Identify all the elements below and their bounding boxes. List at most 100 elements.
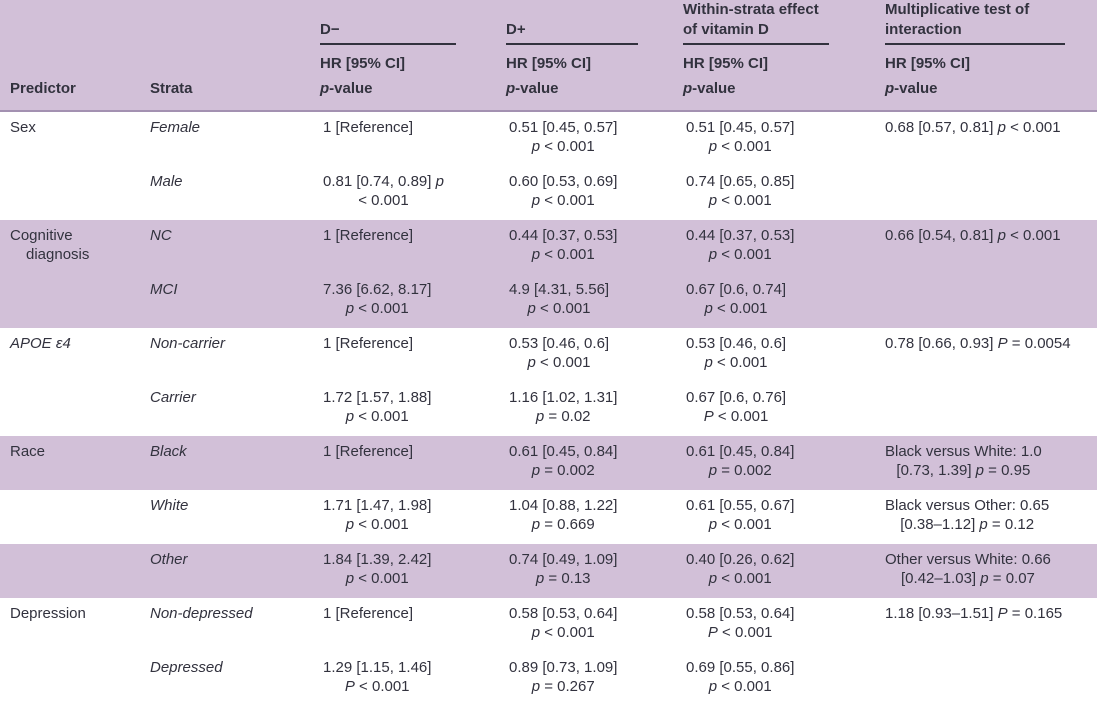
cell-d-plus: 0.61 [0.45, 0.84] p = 0.002	[509, 443, 618, 479]
header-sub-p-value: p-value	[320, 80, 373, 97]
header-group-within-strata: Within-strata effect of vitamin D HR [95…	[683, 0, 885, 111]
cell-interaction	[885, 382, 1097, 436]
cell-predictor: Depression	[10, 605, 86, 622]
cell-interaction: 1.18 [0.93–1.51] P = 0.165	[885, 605, 1063, 622]
header-group-label: D−	[320, 21, 340, 38]
cell-d-minus: 7.36 [6.62, 8.17] p < 0.001	[323, 281, 432, 317]
cell-predictor: APOE ε4	[10, 335, 71, 352]
header-strata: Strata	[150, 0, 320, 111]
header-group-label: Within-strata effect of vitamin D	[683, 1, 819, 38]
cell-d-minus: 1 [Reference]	[323, 227, 414, 244]
cell-strata: Other	[150, 551, 188, 568]
cell-d-plus: 0.51 [0.45, 0.57] p < 0.001	[509, 119, 618, 155]
header-group-d-plus: D+ HR [95% CI] p-value	[506, 0, 683, 111]
cell-strata: Depressed	[150, 659, 223, 676]
cell-within-strata: 0.61 [0.45, 0.84] p = 0.002	[686, 443, 795, 479]
header-predictor: Predictor	[0, 0, 150, 111]
header-group-label: Multiplicative test of interaction	[885, 1, 1030, 38]
cell-d-minus: 1 [Reference]	[323, 443, 414, 460]
header-sub-hr-ci: HR [95% CI]	[320, 55, 406, 72]
cell-interaction	[885, 166, 1097, 220]
table-row: APOE ε4 Non-carrier 1 [Reference] 0.53 […	[0, 328, 1097, 382]
header-rule	[320, 43, 456, 45]
cell-interaction: 0.66 [0.54, 0.81] p < 0.001	[885, 227, 1061, 244]
cell-predictor	[0, 544, 150, 598]
header-sub-p-value: p-value	[506, 80, 559, 97]
cell-d-plus: 0.74 [0.49, 1.09] p = 0.13	[509, 551, 618, 587]
table-row: Male 0.81 [0.74, 0.89] p < 0.001 0.60 [0.…	[0, 166, 1097, 220]
cell-predictor: Sex	[10, 119, 36, 136]
cell-d-plus: 0.44 [0.37, 0.53] p < 0.001	[509, 227, 618, 263]
cell-d-plus: 0.53 [0.46, 0.6] p < 0.001	[509, 335, 610, 371]
cell-d-minus: 1 [Reference]	[323, 119, 414, 136]
cell-within-strata: 0.67 [0.6, 0.76] P < 0.001	[686, 389, 787, 425]
cell-interaction: Other versus White: 0.66 [0.42–1.03] p = …	[885, 551, 1051, 587]
cell-d-plus: 0.60 [0.53, 0.69] p < 0.001	[509, 173, 618, 209]
header-sub-hr-ci: HR [95% CI]	[506, 55, 592, 72]
cell-interaction: Black versus White: 1.0 [0.73, 1.39] p = …	[885, 443, 1042, 479]
table-row: Depressed 1.29 [1.15, 1.46] P < 0.001 0.8…	[0, 652, 1097, 706]
table-body: Sex Female 1 [Reference] 0.51 [0.45, 0.5…	[0, 112, 1097, 706]
cell-predictor	[0, 382, 150, 436]
cell-within-strata: 0.44 [0.37, 0.53] p < 0.001	[686, 227, 795, 263]
table-row: Cognitive diagnosis NC 1 [Reference] 0.4…	[0, 220, 1097, 274]
cell-strata: Non-carrier	[150, 335, 226, 352]
table-row: MCI 7.36 [6.62, 8.17] p < 0.001 4.9 [4.31…	[0, 274, 1097, 328]
cell-d-minus: 1.72 [1.57, 1.88] p < 0.001	[323, 389, 432, 425]
cell-within-strata: 0.53 [0.46, 0.6] p < 0.001	[686, 335, 787, 371]
cell-d-plus: 1.16 [1.02, 1.31] p = 0.02	[509, 389, 618, 425]
header-rule	[885, 43, 1065, 45]
header-strata-label: Strata	[150, 80, 193, 97]
cell-within-strata: 0.51 [0.45, 0.57] p < 0.001	[686, 119, 795, 155]
cell-strata: Non-depressed	[150, 605, 253, 622]
cell-d-minus: 0.81 [0.74, 0.89] p < 0.001	[323, 173, 444, 209]
cell-d-minus: 1.29 [1.15, 1.46] P < 0.001	[323, 659, 432, 695]
cell-predictor: Race	[10, 443, 46, 460]
header-sub-p-value: p-value	[683, 80, 736, 97]
cell-strata: Male	[150, 173, 183, 190]
cell-predictor	[0, 652, 150, 706]
cell-d-plus: 1.04 [0.88, 1.22] p = 0.669	[509, 497, 618, 533]
cell-strata: NC	[150, 227, 172, 244]
header-sub-p-value: p-value	[885, 80, 938, 97]
cell-d-minus: 1.84 [1.39, 2.42] p < 0.001	[323, 551, 432, 587]
cell-within-strata: 0.67 [0.6, 0.74] p < 0.001	[686, 281, 787, 317]
cell-predictor: Cognitive diagnosis	[10, 227, 90, 263]
cell-strata: White	[150, 497, 189, 514]
cell-predictor	[0, 274, 150, 328]
cell-strata: MCI	[150, 281, 178, 298]
cell-within-strata: 0.58 [0.53, 0.64] P < 0.001	[686, 605, 795, 641]
cell-d-minus: 1 [Reference]	[323, 335, 414, 352]
table-row: Other 1.84 [1.39, 2.42] p < 0.001 0.74 [0…	[0, 544, 1097, 598]
cell-d-minus: 1 [Reference]	[323, 605, 414, 622]
cell-interaction	[885, 274, 1097, 328]
cell-strata: Carrier	[150, 389, 196, 406]
cell-interaction: 0.78 [0.66, 0.93] P = 0.0054	[885, 335, 1071, 352]
cell-d-plus: 4.9 [4.31, 5.56] p < 0.001	[509, 281, 610, 317]
header-sub-hr-ci: HR [95% CI]	[683, 55, 769, 72]
header-rule	[683, 43, 829, 45]
table-row: Depression Non-depressed 1 [Reference] 0…	[0, 598, 1097, 652]
cell-predictor	[0, 166, 150, 220]
cell-predictor	[0, 490, 150, 544]
table-header-row: Predictor Strata D− HR [95% CI] p-value …	[0, 0, 1097, 112]
cell-strata: Black	[150, 443, 187, 460]
header-predictor-label: Predictor	[10, 80, 76, 97]
header-group-label: D+	[506, 21, 526, 38]
header-group-interaction: Multiplicative test of interaction HR [9…	[885, 0, 1097, 111]
table-row: Carrier 1.72 [1.57, 1.88] p < 0.001 1.16 …	[0, 382, 1097, 436]
cell-strata: Female	[150, 119, 201, 136]
table-row: Sex Female 1 [Reference] 0.51 [0.45, 0.5…	[0, 112, 1097, 166]
cell-d-plus: 0.89 [0.73, 1.09] p = 0.267	[509, 659, 618, 695]
cell-interaction: Black versus Other: 0.65 [0.38–1.12] p = …	[885, 497, 1050, 533]
table-row: Race Black 1 [Reference] 0.61 [0.45, 0.8…	[0, 436, 1097, 490]
table-row: White 1.71 [1.47, 1.98] p < 0.001 1.04 [0…	[0, 490, 1097, 544]
cell-interaction: 0.68 [0.57, 0.81] p < 0.001	[885, 119, 1061, 136]
cell-within-strata: 0.40 [0.26, 0.62] p < 0.001	[686, 551, 795, 587]
cell-within-strata: 0.74 [0.65, 0.85] p < 0.001	[686, 173, 795, 209]
cell-d-minus: 1.71 [1.47, 1.98] p < 0.001	[323, 497, 432, 533]
header-group-d-minus: D− HR [95% CI] p-value	[320, 0, 506, 111]
cell-interaction	[885, 652, 1097, 706]
cell-within-strata: 0.61 [0.55, 0.67] p < 0.001	[686, 497, 795, 533]
